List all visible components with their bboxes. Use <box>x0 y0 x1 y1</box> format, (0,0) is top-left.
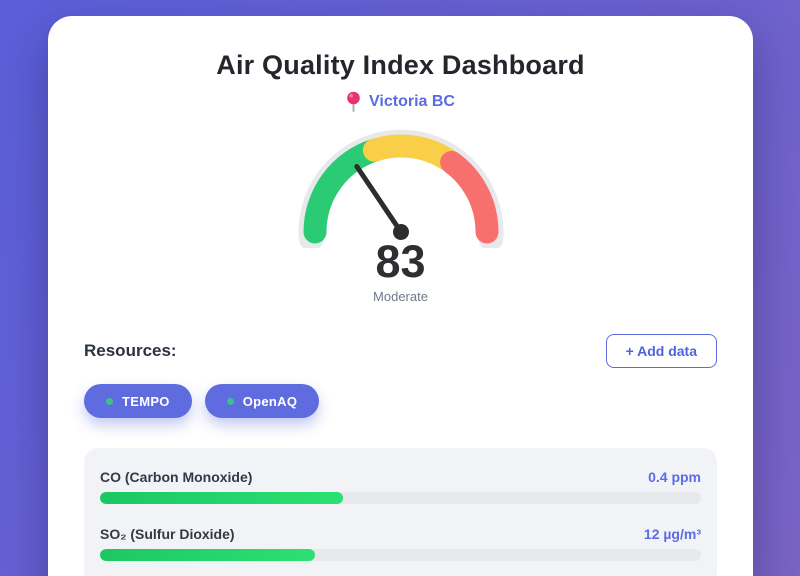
aqi-gauge: 83 Moderate <box>48 126 753 304</box>
resources-header-row: Resources: + Add data <box>84 334 717 369</box>
location-row: Victoria BC <box>48 91 753 112</box>
dashboard-card: Air Quality Index Dashboard Victoria BC <box>48 16 753 576</box>
pollutant-value: 0.4 ppm <box>648 469 701 486</box>
resource-pills-row: TEMPO OpenAQ <box>84 384 717 419</box>
gauge-segment-yellow <box>362 134 458 171</box>
gauge-needle <box>353 164 409 240</box>
progress-track <box>100 492 701 505</box>
location-label: Victoria BC <box>369 92 455 110</box>
aqi-value: 83 <box>375 236 426 287</box>
resource-pill-label: TEMPO <box>122 393 170 409</box>
status-dot-icon <box>106 397 113 405</box>
gauge-segment-red <box>439 150 499 244</box>
resource-pill-tempo[interactable]: TEMPO <box>84 384 192 419</box>
progress-track <box>100 549 701 562</box>
pollutant-name: SO₂ (Sulfur Dioxide) <box>100 526 235 543</box>
pollutant-value: 12 µg/m³ <box>643 526 701 543</box>
pollutant-panel: CO (Carbon Monoxide) 0.4 ppm SO₂ (Sulfur… <box>84 448 717 576</box>
gauge-segment-green <box>303 138 386 244</box>
resource-pill-openaq[interactable]: OpenAQ <box>204 384 320 419</box>
add-data-button[interactable]: + Add data <box>605 334 717 369</box>
pollutant-name: CO (Carbon Monoxide) <box>100 469 253 486</box>
progress-fill <box>100 549 315 562</box>
pushpin-icon <box>347 91 360 112</box>
gauge-arc <box>298 129 503 248</box>
resource-pill-label: OpenAQ <box>242 393 298 409</box>
status-dot-icon <box>226 397 234 405</box>
page-title: Air Quality Index Dashboard <box>216 50 585 80</box>
resources-label: Resources: <box>84 341 177 361</box>
aqi-category: Moderate <box>373 289 428 305</box>
progress-fill <box>100 492 344 505</box>
pollutant-row-so2: SO₂ (Sulfur Dioxide) 12 µg/m³ <box>100 526 701 562</box>
pollutant-row-co: CO (Carbon Monoxide) 0.4 ppm <box>100 469 701 505</box>
